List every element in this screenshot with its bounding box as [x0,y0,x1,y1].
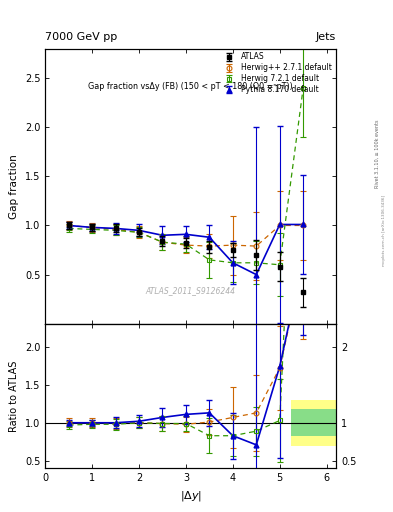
Text: ATLAS_2011_S9126244: ATLAS_2011_S9126244 [145,286,236,295]
Legend: ATLAS, Herwig++ 2.7.1 default, Herwig 7.2.1 default, Pythia 8.170 default: ATLAS, Herwig++ 2.7.1 default, Herwig 7.… [219,51,334,96]
Y-axis label: Ratio to ATLAS: Ratio to ATLAS [9,360,19,432]
Bar [292,400,336,445]
Text: Gap fraction vsΔy (FB) (150 < pT < 180 (Q0 =ⁿpT)): Gap fraction vsΔy (FB) (150 < pT < 180 (… [88,81,293,91]
Text: 7000 GeV pp: 7000 GeV pp [45,32,118,42]
X-axis label: $|\Delta y|$: $|\Delta y|$ [180,489,202,503]
Text: mcplots.cern.ch [arXiv:1306.3436]: mcplots.cern.ch [arXiv:1306.3436] [382,195,386,266]
Text: Jets: Jets [316,32,336,42]
Bar [292,409,336,436]
Text: Rivet 3.1.10, ≥ 100k events: Rivet 3.1.10, ≥ 100k events [375,119,380,188]
Y-axis label: Gap fraction: Gap fraction [9,154,19,219]
